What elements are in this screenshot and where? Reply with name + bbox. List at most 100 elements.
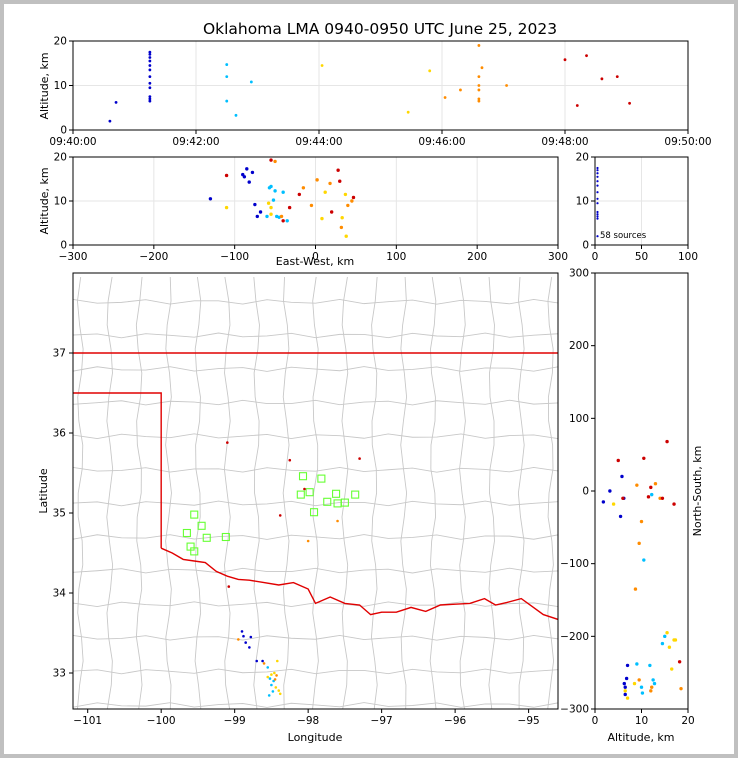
eastwest-source-point bbox=[265, 214, 269, 219]
eastwest-source-point bbox=[297, 192, 302, 197]
time-source-point bbox=[443, 96, 447, 99]
lma-station-marker bbox=[190, 510, 199, 519]
northsouth-source-point bbox=[665, 631, 669, 635]
northsouth-source-point bbox=[650, 492, 654, 497]
eastwest-source-point bbox=[279, 214, 284, 219]
northsouth-source-point bbox=[672, 502, 676, 506]
p2-xtick-label: −100 bbox=[220, 251, 249, 263]
p2-xtick-label: −300 bbox=[59, 251, 88, 263]
northsouth-source-point bbox=[624, 676, 629, 681]
county-line bbox=[73, 466, 558, 473]
eastwest-source-point bbox=[253, 202, 257, 207]
northsouth-source-point bbox=[620, 474, 624, 479]
count-point bbox=[596, 217, 599, 220]
eastwest-source-point bbox=[285, 219, 289, 223]
p4-ytick-label: 37 bbox=[53, 348, 66, 360]
eastwest-source-point bbox=[208, 197, 213, 201]
northsouth-source-point bbox=[621, 496, 625, 500]
lma-stations bbox=[182, 472, 360, 556]
panel-altitude-eastwest: −300 −200 −100 0 100 200 300 0 10 20 Altitude, km… bbox=[38, 152, 568, 269]
p4-frame bbox=[72, 272, 559, 710]
p4-xtick-label: −101 bbox=[73, 715, 102, 727]
eastwest-source-point bbox=[224, 173, 229, 178]
planview-source-point bbox=[275, 659, 279, 663]
p4-xtick-label: −100 bbox=[147, 715, 176, 727]
county-line bbox=[459, 276, 466, 709]
northsouth-source-point bbox=[625, 663, 630, 668]
planview-source-point bbox=[267, 694, 271, 697]
northsouth-source-point bbox=[633, 587, 638, 591]
p4-ylabel: Latitude bbox=[37, 468, 50, 514]
time-source-point bbox=[600, 77, 604, 81]
planview-source-point bbox=[266, 675, 270, 679]
eastwest-source-point bbox=[340, 216, 344, 220]
planview-source-point bbox=[242, 634, 245, 638]
northsouth-source-point bbox=[665, 439, 669, 444]
county-line bbox=[106, 276, 114, 709]
eastwest-source-point bbox=[245, 167, 249, 171]
lma-station-marker bbox=[298, 472, 308, 481]
p5-xtick-label: 20 bbox=[681, 715, 694, 727]
p3-xtick-label: 0 bbox=[592, 251, 599, 263]
eastwest-source-point bbox=[269, 205, 273, 210]
panhandle-border bbox=[73, 392, 162, 549]
p3-ytick-label: 0 bbox=[582, 240, 589, 252]
p2-gridlines bbox=[73, 157, 558, 245]
p2-ylabel: Altitude, km bbox=[38, 167, 51, 234]
eastwest-source-point bbox=[281, 190, 285, 194]
lma-station-marker bbox=[221, 532, 230, 542]
time-source-point bbox=[148, 64, 152, 67]
eastwest-source-point bbox=[281, 219, 285, 223]
p4-xtick-label: −97 bbox=[371, 715, 393, 727]
northsouth-source-point bbox=[635, 662, 639, 666]
planview-source-point bbox=[278, 514, 282, 517]
p3-ytick-label: 10 bbox=[576, 196, 589, 208]
northsouth-source-point bbox=[650, 685, 654, 689]
eastwest-source-point bbox=[258, 210, 263, 214]
eastwest-source-point bbox=[273, 189, 277, 193]
planview-source-point bbox=[277, 689, 281, 692]
p2-xtick-label: 300 bbox=[548, 251, 568, 263]
p5-ytick-label: −200 bbox=[560, 631, 589, 643]
planview-source-point bbox=[266, 666, 270, 669]
eastwest-source-point bbox=[315, 178, 319, 182]
county-line bbox=[73, 534, 558, 540]
county-line bbox=[73, 399, 558, 406]
count-point bbox=[596, 210, 599, 214]
time-source-point bbox=[234, 113, 238, 117]
p4-ytick-label: 36 bbox=[53, 428, 67, 440]
time-source-point bbox=[628, 101, 631, 105]
p1-xtick-label: 09:46:00 bbox=[418, 136, 465, 148]
count-point bbox=[596, 166, 599, 170]
northsouth-source-point bbox=[653, 482, 658, 486]
eastwest-source-point bbox=[329, 210, 334, 214]
county-line bbox=[73, 298, 558, 305]
planview-source-point bbox=[278, 692, 282, 696]
p3-gridlines bbox=[595, 157, 688, 245]
northsouth-source-point bbox=[622, 681, 626, 686]
time-source-point bbox=[148, 59, 152, 63]
p1-xtick-label: 09:50:00 bbox=[664, 136, 711, 148]
county-line bbox=[73, 500, 558, 507]
planview-source-point bbox=[306, 539, 310, 543]
panel-northsouth-altitude: 0 10 20 −300 −200 −100 0 100 200 300 North-South,… bbox=[560, 268, 704, 745]
planview-source-point bbox=[358, 457, 361, 460]
eastwest-source-point bbox=[343, 192, 348, 197]
red-river-border bbox=[160, 547, 558, 621]
eastwest-source-point bbox=[255, 214, 259, 219]
northsouth-source-point bbox=[601, 500, 606, 504]
planview-source-point bbox=[240, 630, 244, 633]
count-point bbox=[596, 180, 599, 183]
northsouth-source-point bbox=[677, 660, 682, 664]
time-source-point bbox=[585, 54, 588, 58]
planview-source-point bbox=[270, 673, 273, 676]
time-source-point bbox=[148, 50, 152, 54]
lma-station-marker bbox=[182, 528, 191, 538]
planview-source-point bbox=[249, 635, 253, 639]
p4-xtick-label: −96 bbox=[444, 715, 466, 727]
p2-ytick-label: 20 bbox=[54, 152, 67, 164]
county-line bbox=[429, 276, 437, 709]
eastwest-source-point bbox=[271, 198, 276, 202]
eastwest-source-point bbox=[266, 201, 271, 205]
northsouth-source-point bbox=[642, 558, 646, 562]
